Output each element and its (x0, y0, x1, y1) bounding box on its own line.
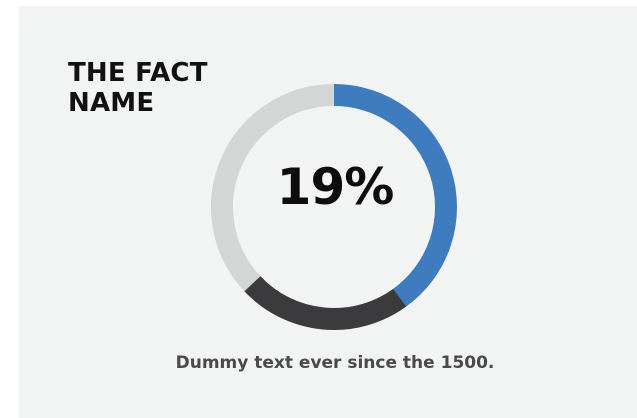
donut-slice-3 (211, 84, 335, 292)
donut-center-value: 19% (276, 158, 395, 216)
fact-title-line-1: THE FACT (68, 58, 208, 88)
fact-card (19, 6, 637, 418)
donut-slice-1 (333, 84, 457, 307)
donut-slice-2 (244, 275, 407, 330)
fact-title: THE FACT NAME (68, 58, 208, 118)
fact-title-line-2: NAME (68, 88, 155, 118)
fact-caption: Dummy text ever since the 1500. (175, 353, 495, 373)
